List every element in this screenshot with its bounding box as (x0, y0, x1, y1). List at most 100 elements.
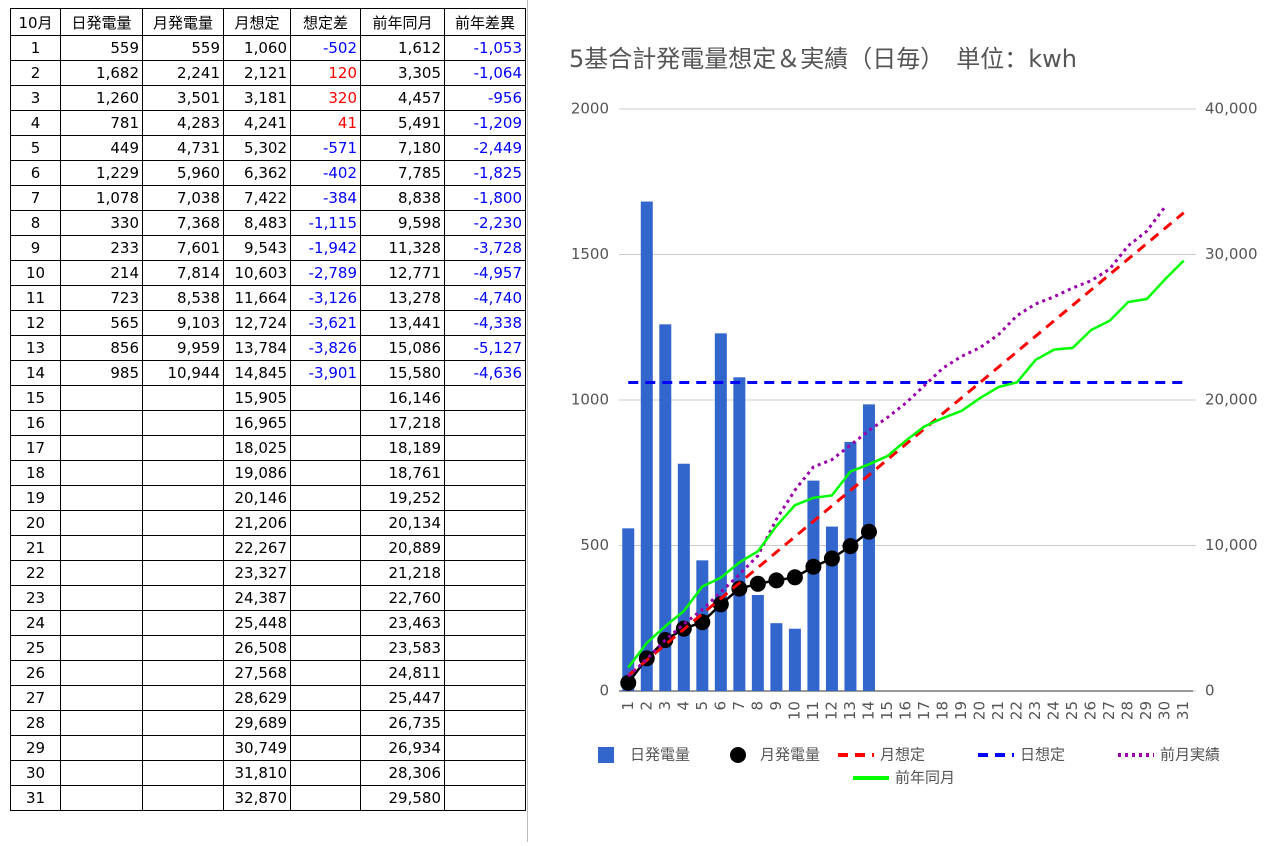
table-cell: 9,103 (142, 310, 224, 336)
table-cell (290, 685, 361, 711)
table-cell: -502 (290, 35, 361, 61)
table-cell: 17,218 (360, 410, 445, 436)
table-cell: 31,810 (223, 760, 291, 786)
table-cell: 4,731 (142, 135, 224, 161)
table-cell: -3,826 (290, 335, 361, 361)
table-cell (60, 785, 143, 811)
table-cell: 4 (10, 110, 61, 136)
x-tick-label: 27 (1100, 701, 1118, 720)
table-row: 4 781 4,283 4,241 41 5,491 -1,209 (10, 110, 526, 136)
table-cell: -4,338 (444, 310, 526, 336)
table-row: 15 15,905 16,146 (10, 385, 526, 411)
table-cell: 7,422 (223, 185, 291, 211)
x-tick-label: 19 (952, 701, 970, 720)
y-tick-label: 1000 (571, 391, 609, 409)
table-cell (290, 760, 361, 786)
table-cell: 11 (10, 285, 61, 311)
chart: 5基合計発電量想定＆実績（日毎） 単位：kwh 0 500 1000 1500 2000… (569, 45, 1258, 787)
table-cell: 1 (10, 35, 61, 61)
line-series (627, 211, 1185, 677)
table-cell: 233 (60, 235, 143, 261)
table-row: 20 21,206 20,134 (10, 510, 526, 536)
table-cell (142, 635, 224, 661)
table-cell (142, 710, 224, 736)
table-cell: 214 (60, 260, 143, 286)
table-cell: -4,957 (444, 260, 526, 286)
table-cell: 31 (10, 785, 61, 811)
table-cell: 5,491 (360, 110, 445, 136)
header-cell: 前年差異 (444, 8, 526, 36)
y2-tick-label: 40,000 (1205, 100, 1258, 118)
table-cell: 26,508 (223, 635, 291, 661)
table-cell (60, 660, 143, 686)
table-row: 5 449 4,731 5,302 -571 7,180 -2,449 (10, 135, 526, 161)
marker (749, 575, 766, 592)
table-cell (290, 535, 361, 561)
table-cell (444, 510, 526, 536)
x-tick-label: 1 (619, 701, 637, 711)
table-cell: 22,760 (360, 585, 445, 611)
table-row: 13 856 9,959 13,784 -3,826 15,086 -5,127 (10, 335, 526, 361)
table-cell: 19,086 (223, 460, 291, 486)
x-tick-label: 16 (897, 701, 915, 720)
table-cell: -1,942 (290, 235, 361, 261)
x-tick-label: 13 (841, 701, 859, 720)
table-cell: -1,825 (444, 160, 526, 186)
table-cell: 10 (10, 260, 61, 286)
table-cell: 26,934 (360, 735, 445, 761)
table-cell: 7,814 (142, 260, 224, 286)
marker (768, 572, 785, 589)
bar (788, 628, 801, 691)
table-cell (60, 610, 143, 636)
y2-tick-label: 10,000 (1205, 536, 1258, 554)
bar (862, 404, 875, 691)
chart-title: 5基合計発電量想定＆実績（日毎） 単位：kwh (569, 45, 1077, 73)
y2-tick-label: 30,000 (1205, 245, 1258, 263)
table-row: 24 25,448 23,463 (10, 610, 526, 636)
x-tick-label: 6 (711, 701, 729, 711)
x-tick-label: 12 (822, 701, 840, 720)
table-cell (290, 510, 361, 536)
table-cell: 15,580 (360, 360, 445, 386)
table-cell: 565 (60, 310, 143, 336)
table-cell (444, 685, 526, 711)
x-tick-label: 8 (748, 701, 766, 711)
table-cell: 25,448 (223, 610, 291, 636)
table-cell: 4,283 (142, 110, 224, 136)
table-cell: -5,127 (444, 335, 526, 361)
legend-label: 月想定 (880, 746, 925, 764)
table-row: 21 22,267 20,889 (10, 535, 526, 561)
bar (677, 463, 690, 691)
table-cell: -384 (290, 185, 361, 211)
header-row: 10月 日発電量 月発電量 月想定 想定差 前年同月 前年差異 (10, 8, 526, 36)
marker (694, 614, 711, 631)
table-cell: 30,749 (223, 735, 291, 761)
table-cell: 13,441 (360, 310, 445, 336)
table-cell: -2,789 (290, 260, 361, 286)
table-row: 29 30,749 26,934 (10, 735, 526, 761)
x-tick-label: 18 (934, 701, 952, 720)
bar (659, 324, 672, 691)
table-cell: -3,901 (290, 360, 361, 386)
table-cell: 1,060 (223, 35, 291, 61)
legend-label: 日発電量 (630, 746, 690, 764)
table-cell: 24 (10, 610, 61, 636)
table-cell: 16,146 (360, 385, 445, 411)
table-cell: 2,121 (223, 60, 291, 86)
table-cell: 559 (142, 35, 224, 61)
table-cell: 330 (60, 210, 143, 236)
table-cell: 3 (10, 85, 61, 111)
legend-swatch (598, 747, 614, 763)
x-tick-label: 2 (637, 701, 655, 711)
table-cell: -3,621 (290, 310, 361, 336)
table-row: 31 32,870 29,580 (10, 785, 526, 811)
table-cell (444, 410, 526, 436)
legend-label: 前月実績 (1160, 746, 1220, 764)
x-tick-label: 25 (1063, 701, 1081, 720)
table-row: 12 565 9,103 12,724 -3,621 13,441 -4,338 (10, 310, 526, 336)
table-cell: 12,724 (223, 310, 291, 336)
table-cell: 11,664 (223, 285, 291, 311)
table-cell: 8 (10, 210, 61, 236)
table-cell (444, 485, 526, 511)
table-cell: 8,538 (142, 285, 224, 311)
